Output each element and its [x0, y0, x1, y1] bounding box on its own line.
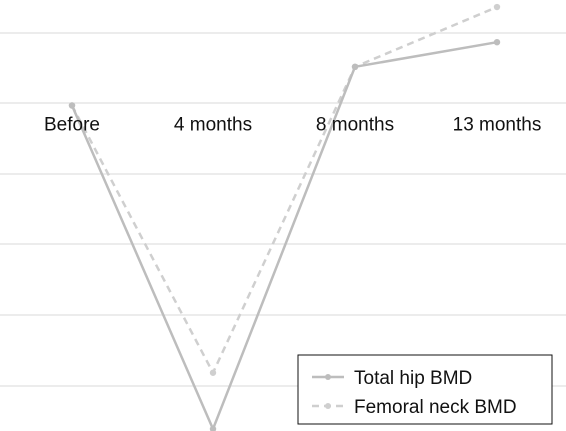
gridlines — [0, 32, 566, 387]
legend-marker-total-hip — [325, 374, 331, 380]
data-point-total-hip — [493, 38, 501, 46]
data-point-total-hip — [209, 425, 217, 431]
x-tick-label: 8 months — [316, 114, 394, 135]
data-point-total-hip — [68, 102, 76, 109]
x-tick-label: Before — [44, 114, 100, 135]
x-tick-label: 4 months — [174, 114, 252, 135]
x-tick-label: 13 months — [453, 114, 542, 135]
legend-label-total-hip: Total hip BMD — [354, 368, 472, 389]
legend-marker-femoral-neck — [325, 403, 331, 409]
x-tick-labels: Before 4 months 8 months 13 months — [44, 114, 541, 135]
series-line-femoral-neck — [70, 5, 498, 376]
data-point-femoral-neck — [493, 3, 501, 11]
legend-label-femoral-neck: Femoral neck BMD — [354, 397, 517, 418]
legend-box — [297, 354, 553, 425]
data-point-femoral-neck — [209, 369, 217, 376]
series-lines — [68, 3, 501, 431]
data-point-total-hip — [351, 63, 359, 71]
series-line-total-hip — [70, 40, 498, 431]
legend: Total hip BMD Femoral neck BMD — [297, 354, 553, 425]
